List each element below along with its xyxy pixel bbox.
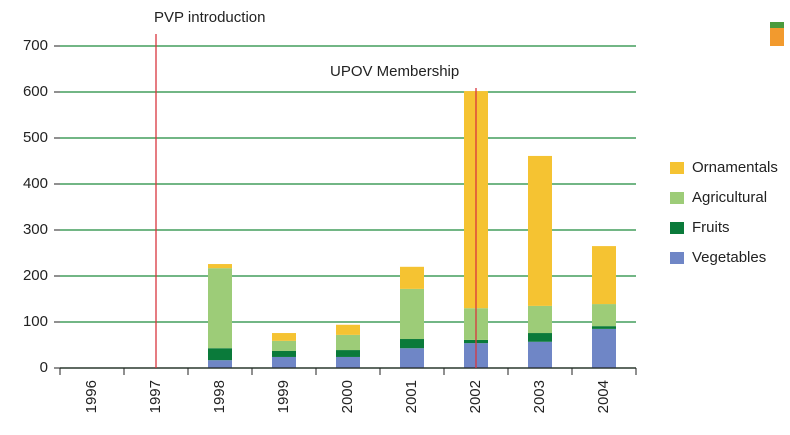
y-tick-label: 500 (23, 129, 48, 146)
y-tick-label: 400 (23, 175, 48, 192)
bar-segment (528, 305, 552, 334)
bar-segment (592, 304, 616, 327)
annotation-label: PVP introduction (154, 9, 265, 26)
bar-segment (336, 356, 360, 368)
y-tick-label: 300 (23, 221, 48, 238)
bar-segment (272, 333, 296, 341)
bar-segment (528, 155, 552, 306)
bar-segment (272, 350, 296, 357)
x-tick-label: 2002 (467, 380, 484, 413)
x-tick-label: 2001 (403, 380, 420, 413)
legend-swatch (670, 252, 684, 264)
bar-segment (208, 348, 232, 361)
x-tick-label: 1996 (83, 380, 100, 413)
bar-segment (272, 356, 296, 368)
legend-swatch (670, 192, 684, 204)
legend-swatch (670, 162, 684, 174)
x-tick-label: 2003 (531, 380, 548, 413)
annotation-label: UPOV Membership (330, 63, 459, 80)
bar-segment (528, 341, 552, 368)
legend-label: Ornamentals (692, 159, 778, 176)
y-tick-label: 700 (23, 37, 48, 54)
corner-icon (770, 26, 784, 46)
bar-segment (336, 350, 360, 357)
bar-segment (400, 348, 424, 368)
bar-segment (592, 326, 616, 329)
y-tick-label: 200 (23, 267, 48, 284)
x-tick-label: 1999 (275, 380, 292, 413)
x-tick-label: 2000 (339, 380, 356, 413)
bar-segment (400, 339, 424, 349)
x-tick-label: 1998 (211, 380, 228, 413)
bar-segment (592, 246, 616, 305)
y-tick-label: 100 (23, 313, 48, 330)
bar-segment (528, 333, 552, 342)
bar-segment (208, 264, 232, 269)
legend-label: Vegetables (692, 249, 766, 266)
bar-segment (336, 334, 360, 351)
corner-icon-top (770, 22, 784, 28)
x-tick-label: 1997 (147, 380, 164, 413)
x-tick-label: 2004 (595, 380, 612, 413)
bar-segment (400, 288, 424, 340)
legend-label: Fruits (692, 219, 730, 236)
bar-segment (272, 340, 296, 351)
bar-segment (336, 324, 360, 335)
y-tick-label: 0 (40, 359, 48, 376)
bar-segment (208, 360, 232, 368)
bar-segment (400, 266, 424, 289)
bar-segment (208, 268, 232, 349)
legend-swatch (670, 222, 684, 234)
legend-label: Agricultural (692, 189, 767, 206)
y-tick-label: 600 (23, 83, 48, 100)
bar-segment (592, 328, 616, 368)
